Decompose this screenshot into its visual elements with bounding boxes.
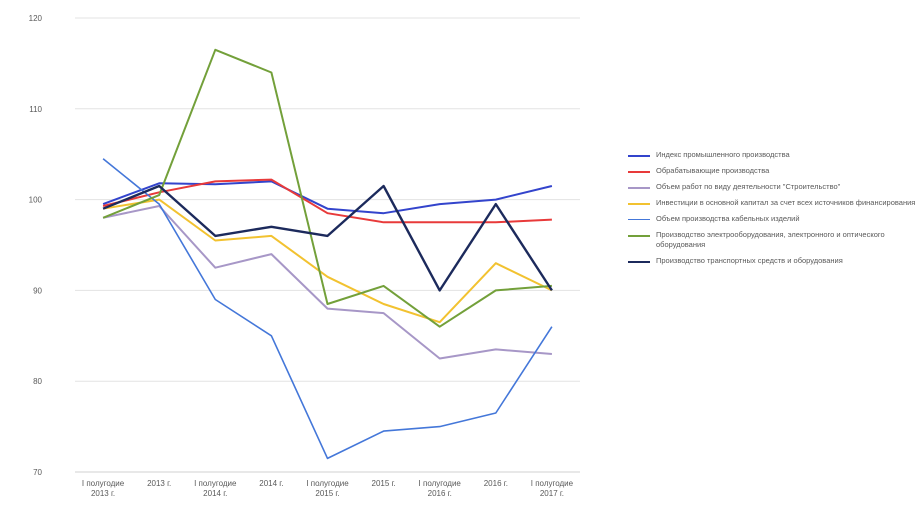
legend-swatch (628, 235, 650, 237)
legend-item: Производство электрооборудования, электр… (628, 230, 918, 250)
legend-swatch (628, 219, 650, 220)
legend-item: Инвестиции в основной капитал за счет вс… (628, 198, 918, 208)
legend-swatch (628, 203, 650, 205)
x-tick-label: I полугодие 2016 г. (419, 479, 462, 498)
legend-item: Объем работ по виду деятельности "Строит… (628, 182, 918, 192)
x-tick-label: 2013 г. (147, 479, 171, 488)
chart-legend: Индекс промышленного производства Обрабат… (628, 150, 918, 272)
line-chart: 70 80 90 100 110 120 I полугодие 2013 г. 2013 г… (29, 14, 580, 498)
x-tick-label: I полугодие 2015 г. (306, 479, 349, 498)
series-line-4 (102, 198, 553, 324)
legend-item: Обрабатывающие производства (628, 166, 918, 176)
x-tick-label: 2016 г. (484, 479, 508, 488)
y-tick-label: 90 (33, 286, 42, 295)
series-line-2 (102, 178, 552, 224)
legend-label: Обрабатывающие производства (656, 166, 770, 175)
legend-item: Производство транспортных средств и обор… (628, 256, 918, 266)
y-tick-label: 70 (33, 468, 42, 477)
legend-label: Производство транспортных средств и обор… (656, 256, 843, 265)
x-tick-label: 2015 г. (372, 479, 396, 488)
y-tick-label: 110 (29, 105, 42, 114)
x-tick-label: I полугодие 2013 г. (82, 479, 125, 498)
series-line-3 (102, 205, 552, 360)
series-line-7 (102, 184, 553, 292)
legend-label: Объем работ по виду деятельности "Строит… (656, 182, 841, 191)
legend-label: Объем производства кабельных изделий (656, 214, 800, 223)
series-lines (102, 48, 553, 460)
y-tick-label: 100 (29, 196, 43, 205)
legend-swatch (628, 171, 650, 173)
legend-swatch (628, 261, 650, 263)
y-axis-tick-labels: 70 80 90 100 110 120 (29, 14, 43, 477)
x-tick-label: I полугодие 2017 г. (531, 479, 574, 498)
series-line-6 (102, 48, 552, 328)
legend-swatch (628, 155, 650, 157)
legend-label: Инвестиции в основной капитал за счет вс… (656, 198, 916, 207)
y-tick-label: 120 (29, 14, 43, 23)
x-axis-tick-labels: I полугодие 2013 г. 2013 г. I полугодие 2014… (82, 479, 574, 498)
x-tick-label: 2014 г. (259, 479, 283, 488)
legend-label: Индекс промышленного производства (656, 150, 790, 159)
legend-item: Объем производства кабельных изделий (628, 214, 918, 224)
gridlines (75, 17, 580, 473)
y-tick-label: 80 (33, 377, 42, 386)
legend-swatch (628, 187, 650, 189)
series-line-1 (102, 180, 553, 215)
series-line-5 (102, 158, 553, 460)
legend-item: Индекс промышленного производства (628, 150, 918, 160)
legend-label: Производство электрооборудования, электр… (656, 230, 885, 249)
x-tick-label: I полугодие 2014 г. (194, 479, 237, 498)
